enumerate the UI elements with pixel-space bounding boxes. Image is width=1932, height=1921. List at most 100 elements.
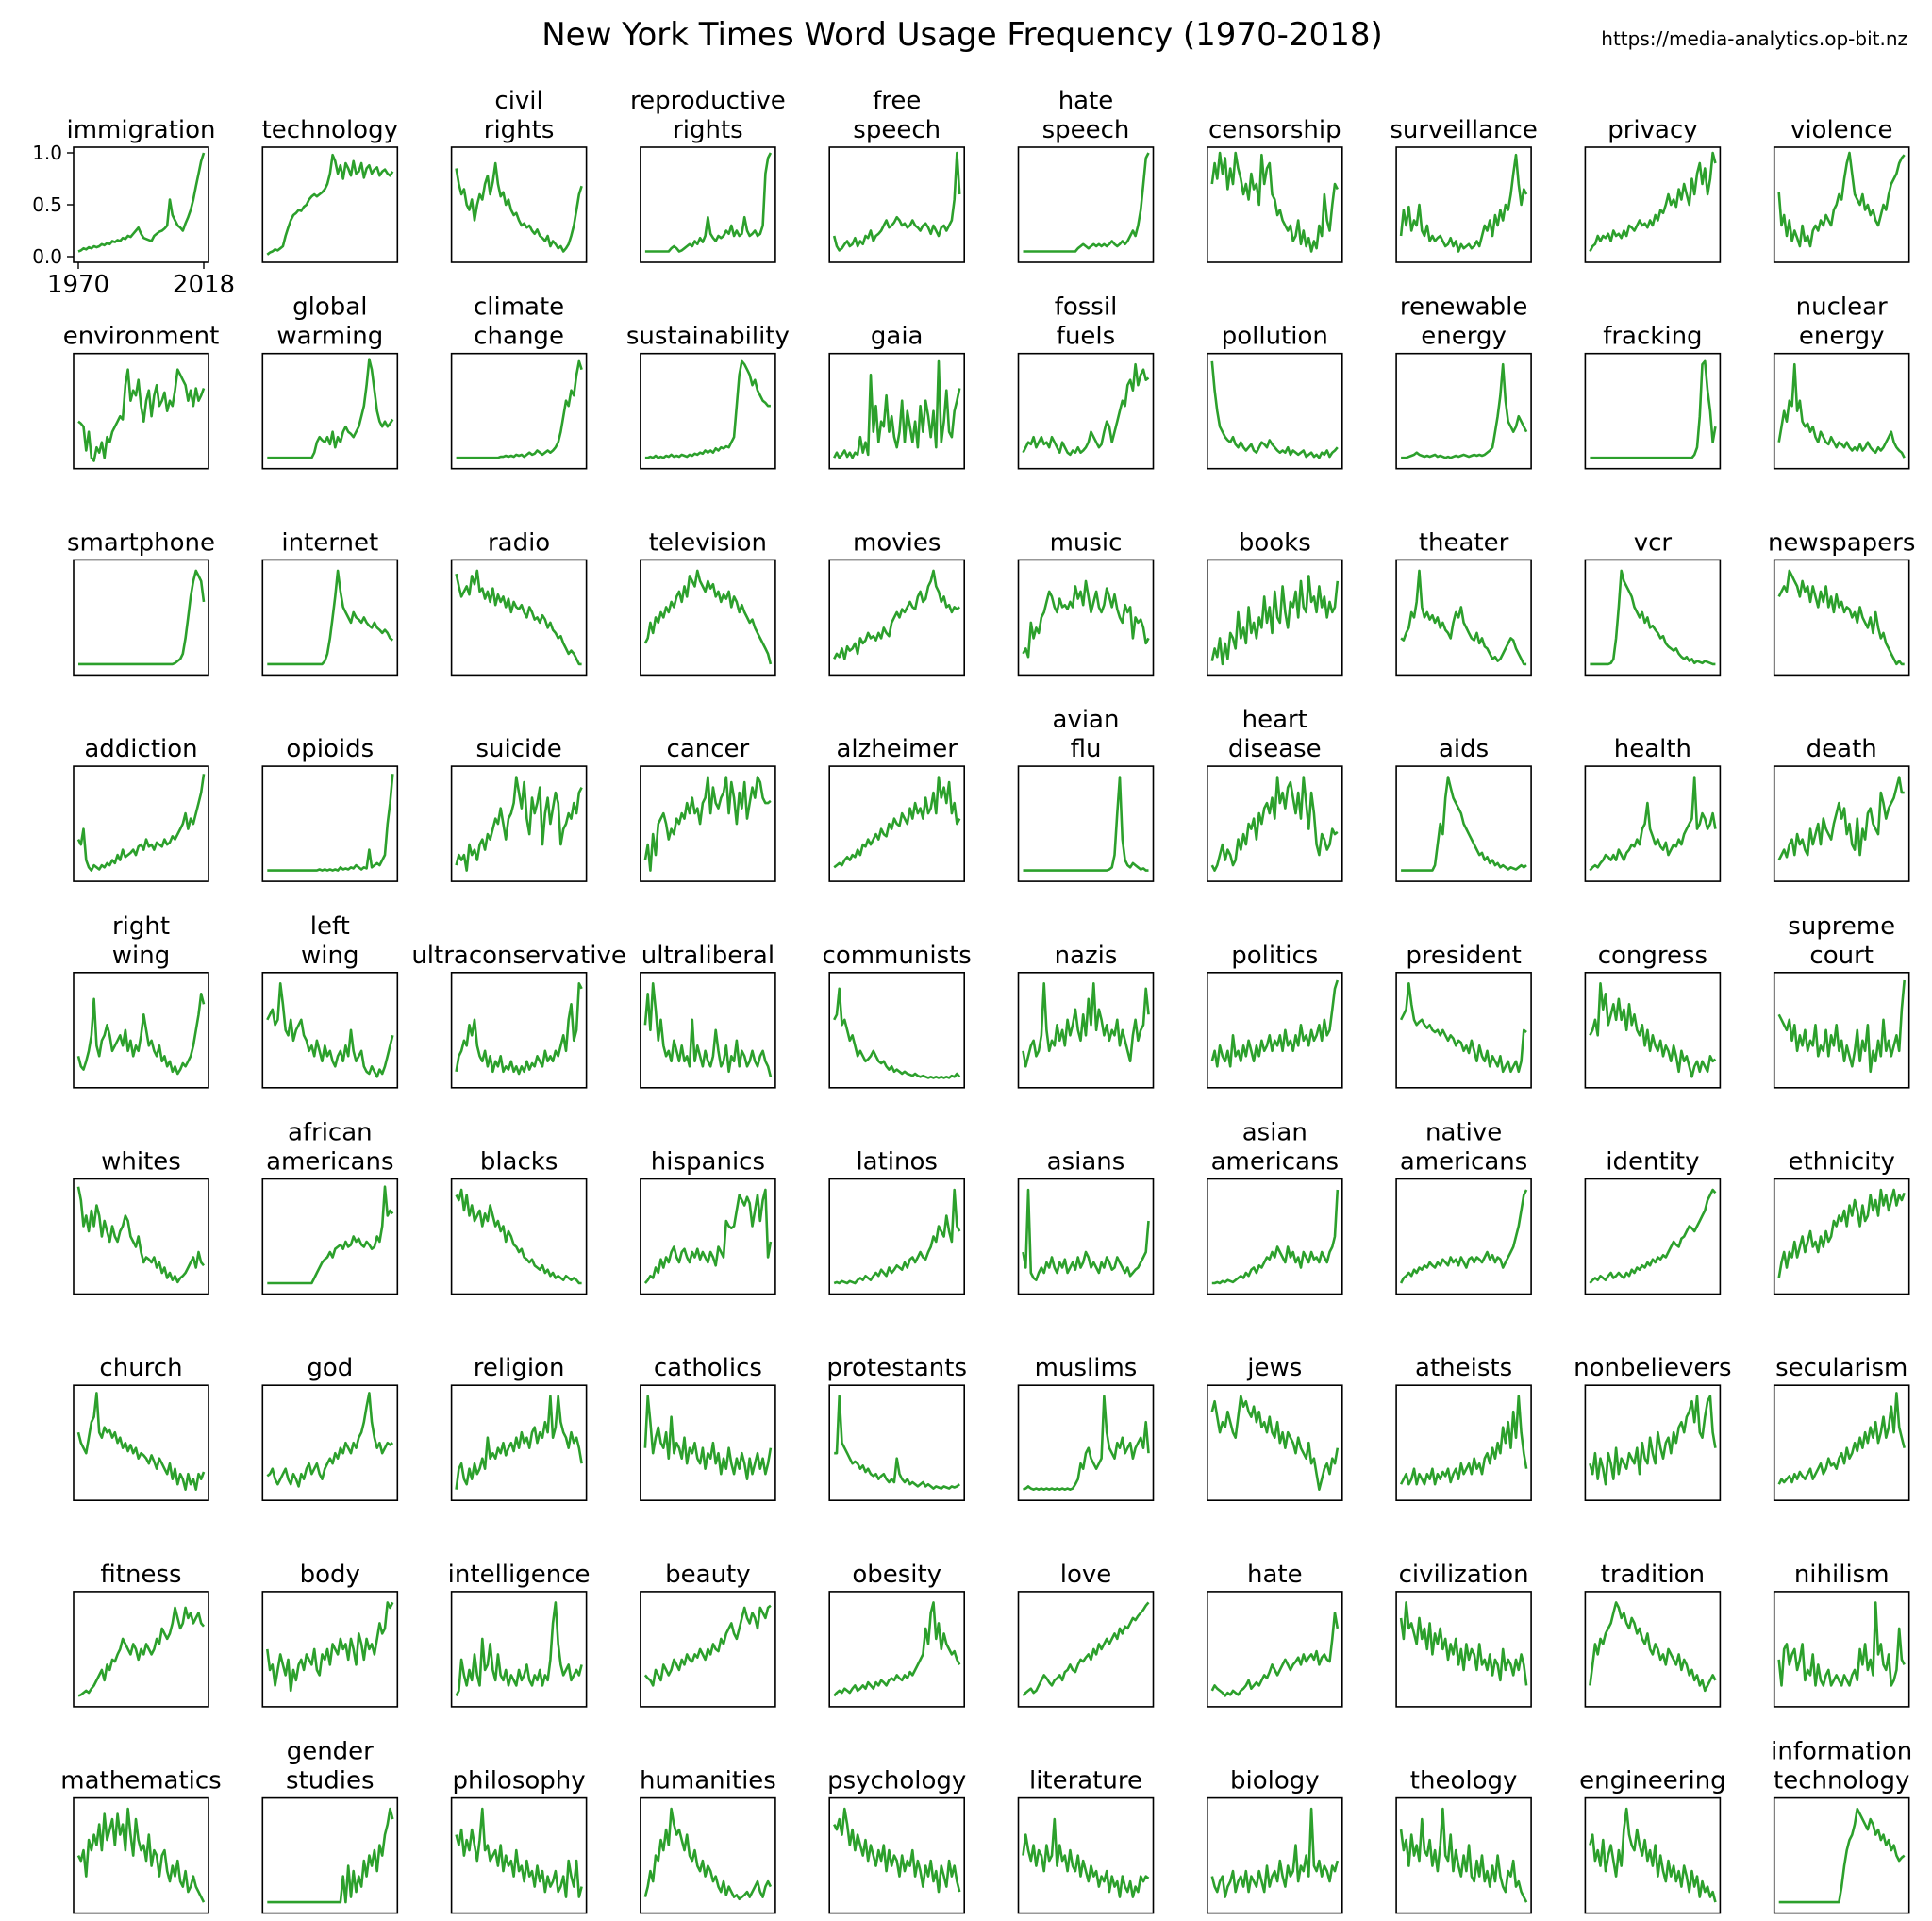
- panel-frame: [261, 972, 399, 1089]
- panel-title: obesity: [852, 1561, 941, 1589]
- chart-title: New York Times Word Usage Frequency (197…: [541, 16, 1382, 54]
- series-line: [1777, 1601, 1906, 1687]
- panel: privacy: [1584, 116, 1722, 263]
- panel-frame: [1207, 1384, 1343, 1501]
- series-line: [266, 982, 394, 1078]
- panel: death: [1773, 735, 1910, 882]
- panel-title: energy: [1421, 323, 1507, 351]
- panel-frame: [73, 1796, 209, 1914]
- panel-title: religion: [474, 1354, 565, 1382]
- panel-frame: [1773, 146, 1910, 263]
- panel-title: gender: [287, 1738, 374, 1766]
- panel: hispanics: [640, 1148, 776, 1295]
- panel-frame: [1395, 1178, 1532, 1295]
- series-line: [643, 1188, 773, 1284]
- series-line: [643, 1807, 773, 1901]
- series-line: [1210, 1807, 1340, 1898]
- panel: asians: [1017, 1148, 1155, 1295]
- series-line: [77, 368, 206, 462]
- panel: newspapers: [1768, 528, 1915, 677]
- panel: theater: [1395, 528, 1532, 677]
- panel: pollution: [1207, 323, 1343, 470]
- panel-frame: [1017, 1384, 1155, 1501]
- panel: biology: [1207, 1767, 1343, 1914]
- y-tick-label: 0.0: [32, 245, 62, 268]
- panel-title: wing: [301, 942, 358, 970]
- panel-frame: [1584, 146, 1722, 263]
- panel-title: books: [1239, 528, 1311, 557]
- panel-title: engineering: [1579, 1767, 1726, 1796]
- panel-title: politics: [1231, 942, 1318, 970]
- panel-title: tradition: [1601, 1561, 1705, 1589]
- series-line: [1589, 151, 1717, 253]
- panel-title: internet: [281, 528, 378, 557]
- panel-title: god: [307, 1354, 353, 1382]
- panel-title: philosophy: [453, 1767, 586, 1796]
- panel-title: climate: [474, 293, 564, 322]
- panel-frame: [828, 352, 966, 470]
- panel: hate: [1207, 1561, 1343, 1708]
- panel-title: native: [1425, 1119, 1502, 1147]
- series-line: [267, 774, 394, 872]
- panel-title: music: [1050, 528, 1123, 557]
- series-line: [1399, 1807, 1528, 1903]
- panel: opioids: [261, 735, 399, 882]
- panel-title: hate: [1247, 1561, 1303, 1589]
- panel: health: [1584, 735, 1722, 882]
- panel-title: studies: [286, 1767, 375, 1796]
- series-line: [1022, 1601, 1150, 1697]
- panel-title: theology: [1410, 1767, 1518, 1796]
- panel-frame: [828, 559, 966, 677]
- panel-frame: [1017, 765, 1155, 882]
- panel-title: beauty: [665, 1561, 751, 1589]
- series-line: [455, 1188, 582, 1285]
- panel-title: blacks: [480, 1148, 558, 1177]
- panel: literature: [1017, 1767, 1155, 1914]
- series-line: [1777, 1188, 1906, 1278]
- panel: engineering: [1579, 1767, 1726, 1914]
- panel: communists: [823, 942, 972, 1089]
- panel: books: [1207, 528, 1343, 677]
- series-line: [456, 359, 583, 459]
- panel-title: intelligence: [448, 1561, 591, 1589]
- panel-title: fracking: [1603, 323, 1702, 351]
- panel-frame: [1207, 1796, 1343, 1914]
- panel: suicide: [450, 735, 588, 882]
- panel-title: death: [1807, 735, 1877, 763]
- panel-title: whites: [101, 1148, 181, 1177]
- panel-title: ultraliberal: [641, 942, 774, 970]
- series-line: [1589, 1601, 1717, 1693]
- panel-title: love: [1060, 1561, 1112, 1589]
- series-line: [643, 1604, 772, 1687]
- series-line: [1023, 776, 1149, 872]
- series-line: [77, 1606, 205, 1697]
- panel-frame: [1773, 1178, 1910, 1295]
- panel-title: americans: [1211, 1148, 1339, 1177]
- y-tick-label: 0.5: [32, 193, 62, 216]
- panel-title: technology: [1774, 1767, 1909, 1796]
- series-line: [1210, 1612, 1340, 1697]
- x-tick-label: 1970: [47, 271, 109, 299]
- panel-frame: [73, 1384, 209, 1501]
- panel: psychology: [827, 1767, 966, 1914]
- panel-frame: [828, 146, 966, 263]
- panel-frame: [1017, 146, 1155, 263]
- series-line: [1399, 1189, 1528, 1284]
- series-line: [834, 1395, 961, 1490]
- series-line: [455, 1601, 583, 1696]
- series-line: [1777, 1392, 1906, 1485]
- panel-title: hispanics: [651, 1148, 765, 1177]
- series-line: [266, 153, 394, 256]
- series-line: [1777, 151, 1906, 248]
- panel-title: violence: [1790, 116, 1893, 144]
- series-line: [1210, 979, 1340, 1068]
- series-line: [833, 776, 961, 869]
- panel-title: renewable: [1400, 293, 1528, 322]
- series-line: [76, 993, 206, 1076]
- panel-frame: [450, 352, 588, 470]
